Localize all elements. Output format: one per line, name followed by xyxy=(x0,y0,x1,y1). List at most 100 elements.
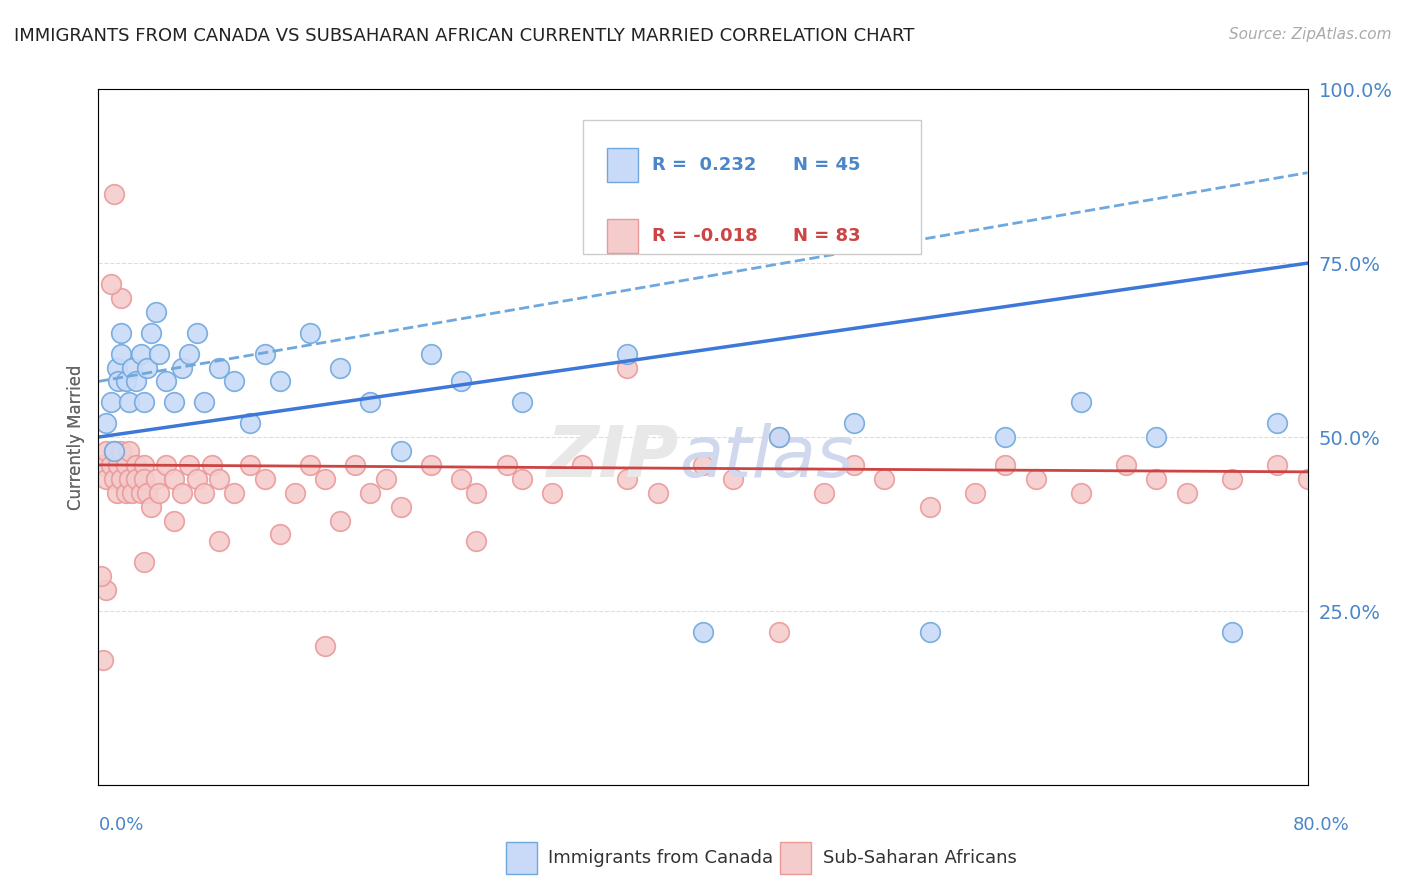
Text: Source: ZipAtlas.com: Source: ZipAtlas.com xyxy=(1229,27,1392,42)
Text: R =  0.232: R = 0.232 xyxy=(652,156,756,174)
Point xyxy=(163,395,186,409)
Point xyxy=(94,583,117,598)
Text: Immigrants from Canada: Immigrants from Canada xyxy=(548,849,773,867)
Point xyxy=(141,500,163,514)
Point xyxy=(253,346,276,360)
Point xyxy=(103,444,125,458)
Point xyxy=(193,395,215,409)
Point xyxy=(145,472,167,486)
Point xyxy=(450,472,472,486)
Point xyxy=(118,395,141,409)
Point xyxy=(193,485,215,500)
Y-axis label: Currently Married: Currently Married xyxy=(66,364,84,510)
Point xyxy=(994,458,1017,472)
Point xyxy=(186,326,208,340)
Point xyxy=(723,472,745,486)
Point xyxy=(844,416,866,430)
Point xyxy=(360,395,382,409)
Point xyxy=(314,639,336,653)
Point xyxy=(105,485,128,500)
Point xyxy=(110,444,132,458)
Point xyxy=(360,485,382,500)
Point xyxy=(1220,624,1243,639)
Point xyxy=(239,416,262,430)
Point xyxy=(420,346,443,360)
Point xyxy=(571,458,593,472)
Text: atlas: atlas xyxy=(679,424,853,492)
Point xyxy=(299,326,322,340)
Point xyxy=(299,458,322,472)
Point xyxy=(121,485,143,500)
Point xyxy=(510,395,533,409)
Point xyxy=(132,458,155,472)
Point xyxy=(114,485,136,500)
Point xyxy=(155,458,177,472)
Point xyxy=(100,277,122,291)
Point xyxy=(284,485,307,500)
Point xyxy=(344,458,367,472)
Point xyxy=(121,360,143,375)
Point xyxy=(1070,485,1092,500)
Point xyxy=(1267,416,1289,430)
Point xyxy=(129,485,152,500)
Point xyxy=(105,360,128,375)
Point xyxy=(314,472,336,486)
Text: 80.0%: 80.0% xyxy=(1294,816,1350,834)
Point xyxy=(186,472,208,486)
Point xyxy=(510,472,533,486)
Point xyxy=(253,472,276,486)
Point xyxy=(1024,472,1046,486)
Point xyxy=(201,458,224,472)
Point xyxy=(965,485,987,500)
Point xyxy=(692,458,714,472)
Point xyxy=(125,375,148,389)
Point xyxy=(1296,472,1319,486)
Point xyxy=(107,375,129,389)
Point xyxy=(148,485,170,500)
Point xyxy=(329,360,352,375)
Point xyxy=(132,555,155,569)
Point xyxy=(118,472,141,486)
Point xyxy=(1070,395,1092,409)
Point xyxy=(269,375,291,389)
Point xyxy=(1220,472,1243,486)
Point xyxy=(1146,472,1168,486)
Point xyxy=(100,458,122,472)
Point xyxy=(148,346,170,360)
Point xyxy=(145,305,167,319)
Point xyxy=(94,444,117,458)
Point xyxy=(269,527,291,541)
Point xyxy=(329,514,352,528)
Point xyxy=(1267,458,1289,472)
Point xyxy=(768,430,790,444)
Point xyxy=(844,458,866,472)
Text: N = 45: N = 45 xyxy=(793,156,860,174)
Point xyxy=(465,534,488,549)
Point xyxy=(103,472,125,486)
Point xyxy=(692,624,714,639)
Text: N = 83: N = 83 xyxy=(793,227,860,245)
Text: Sub-Saharan Africans: Sub-Saharan Africans xyxy=(823,849,1017,867)
Point xyxy=(90,569,112,583)
Point xyxy=(389,444,412,458)
Point xyxy=(374,472,396,486)
Point xyxy=(208,360,231,375)
Point xyxy=(918,624,941,639)
Point xyxy=(118,444,141,458)
Point xyxy=(179,346,201,360)
Point xyxy=(135,360,157,375)
Point xyxy=(208,472,231,486)
Point xyxy=(110,472,132,486)
Point xyxy=(110,346,132,360)
Point xyxy=(768,430,790,444)
Point xyxy=(1146,430,1168,444)
Point xyxy=(103,444,125,458)
Point xyxy=(91,653,114,667)
Text: IMMIGRANTS FROM CANADA VS SUBSAHARAN AFRICAN CURRENTLY MARRIED CORRELATION CHART: IMMIGRANTS FROM CANADA VS SUBSAHARAN AFR… xyxy=(14,27,914,45)
Point xyxy=(155,375,177,389)
Text: R = -0.018: R = -0.018 xyxy=(652,227,758,245)
Point xyxy=(918,500,941,514)
Point xyxy=(103,186,125,201)
Point xyxy=(994,430,1017,444)
Point xyxy=(208,534,231,549)
